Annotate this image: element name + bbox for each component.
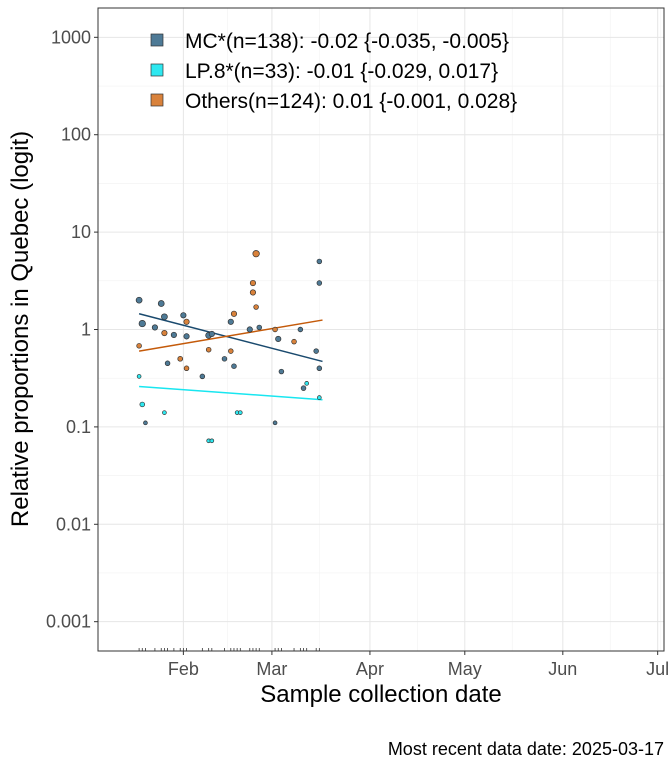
trend-line [138, 313, 323, 363]
data-point [135, 296, 143, 304]
y-tick-label: 100 [61, 125, 91, 145]
data-point [300, 385, 307, 391]
data-point [313, 348, 319, 354]
y-tick-label: 0.001 [46, 612, 91, 632]
data-point [316, 280, 323, 286]
trend-lines [138, 313, 323, 401]
data-point [253, 304, 259, 310]
legend-label: Others(n=124): 0.01 {-0.001, 0.028} [185, 90, 517, 113]
data-point [252, 250, 260, 258]
data-point [227, 318, 234, 325]
data-point [316, 258, 323, 265]
data-point [177, 356, 183, 362]
y-tick-label: 1000 [51, 27, 91, 47]
data-point [297, 326, 304, 333]
trend-line [138, 319, 323, 352]
data-point [209, 438, 215, 444]
data-point [157, 300, 165, 307]
x-tick-label: Jun [548, 659, 577, 679]
data-point [221, 356, 228, 362]
data-point [272, 326, 278, 333]
data-point [183, 318, 190, 325]
trend-line [139, 385, 323, 401]
data-point [183, 333, 190, 340]
legend-key [150, 63, 164, 77]
data-point [256, 324, 262, 331]
legend: MC*(n=138): -0.02 {-0.035, -0.005} LP.8*(… [150, 30, 517, 113]
data-point [228, 348, 234, 354]
date-rug [138, 648, 320, 651]
data-point [291, 338, 297, 345]
data-point [161, 329, 168, 337]
data-point [304, 381, 309, 386]
data-point [170, 331, 177, 338]
y-tick-label: 0.1 [66, 417, 91, 437]
data-point [161, 313, 168, 321]
data-point [138, 319, 146, 328]
major-gridlines [98, 8, 664, 651]
data-point [139, 401, 146, 408]
legend-label: LP.8*(n=33): -0.01 {-0.029, 0.017} [185, 60, 498, 83]
caption-text: Most recent data date: 2025-03-17 [388, 739, 664, 759]
x-tick-label: May [448, 659, 482, 679]
data-point [231, 363, 237, 369]
y-axis: 0.001 0.01 0.1 1 10 100 1000 [46, 27, 98, 632]
x-axis-title: Sample collection date [260, 681, 501, 708]
data-point [136, 343, 142, 349]
y-axis-title: Relative proportions in Quebec (logit) [7, 131, 34, 527]
data-point [136, 374, 142, 379]
x-tick-label: Mar [256, 659, 287, 679]
y-tick-label: 10 [71, 222, 91, 242]
data-point [237, 410, 243, 415]
data-point [316, 365, 323, 371]
data-point [183, 365, 190, 371]
data-point [249, 279, 257, 287]
x-tick-label: Feb [168, 659, 199, 679]
data-point [249, 289, 257, 296]
y-tick-label: 0.01 [56, 514, 91, 534]
legend-label: MC*(n=138): -0.02 {-0.035, -0.005} [185, 30, 509, 53]
data-point [208, 330, 215, 338]
data-point [180, 312, 187, 319]
data-points [135, 250, 323, 444]
legend-key [150, 93, 164, 107]
legend-key [150, 33, 164, 47]
data-point [151, 324, 158, 331]
data-point [164, 360, 171, 367]
x-axis: Feb Mar Apr May Jun Jul [168, 651, 669, 679]
data-point [143, 420, 148, 426]
x-tick-label: Jul [646, 659, 669, 679]
data-point [162, 410, 167, 415]
data-point [317, 395, 322, 400]
data-point [278, 368, 285, 375]
data-point [205, 346, 212, 353]
x-tick-label: Apr [356, 659, 384, 679]
data-point [272, 420, 278, 426]
data-point [246, 326, 253, 333]
data-point [199, 373, 206, 380]
data-point [230, 310, 238, 317]
data-point [275, 335, 282, 343]
y-tick-label: 1 [81, 320, 91, 340]
